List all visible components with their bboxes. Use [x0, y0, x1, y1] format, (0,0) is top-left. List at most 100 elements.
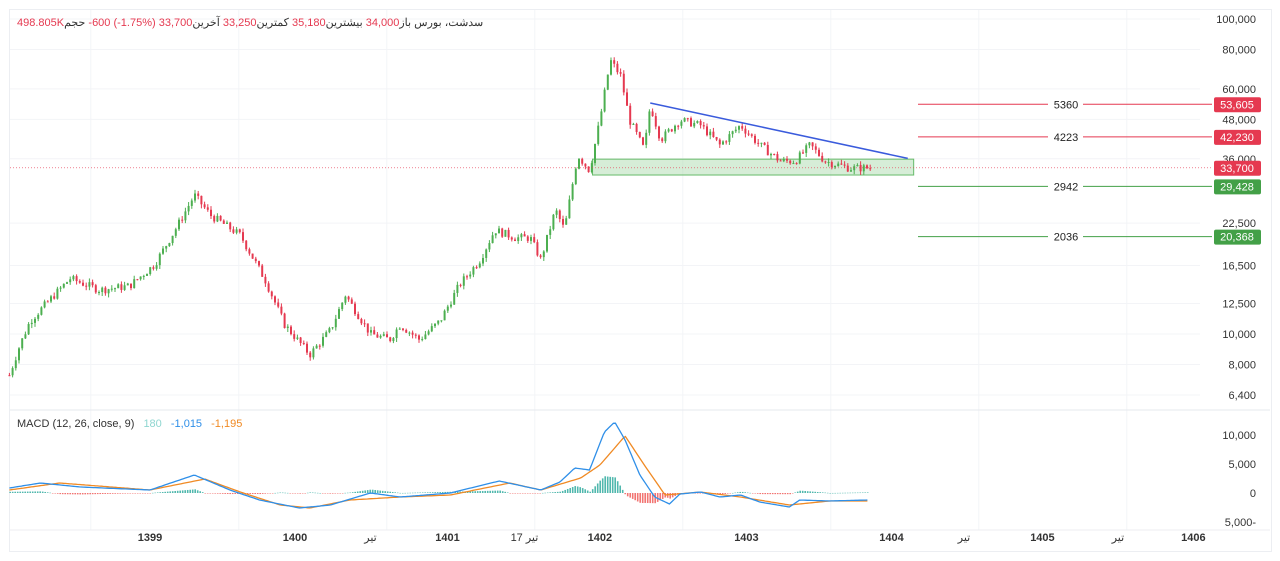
candles [8, 57, 872, 378]
candle-body [667, 129, 670, 132]
candle-body [504, 229, 507, 237]
candle-body [405, 329, 408, 333]
candle-body [94, 285, 97, 293]
candle-body [53, 296, 56, 299]
candle-body [318, 345, 321, 347]
candle-body [69, 279, 72, 283]
time-axis-tick: 1399 [138, 532, 162, 544]
candle-body [456, 284, 459, 293]
candle-body [299, 337, 302, 343]
candle-body [440, 320, 443, 322]
macd-hist-bar [654, 493, 656, 504]
macd-hist-bar [246, 493, 249, 494]
candle-body [139, 276, 142, 280]
macd-axis-tick: 0 [1250, 488, 1256, 500]
macd-hist-bar [396, 492, 399, 494]
macd-hist-bar [109, 493, 111, 494]
level-note: 4223 [1054, 132, 1078, 144]
candle-body [296, 337, 299, 339]
macd-hist-bar [429, 492, 431, 493]
level-price-label: 29,428 [1220, 181, 1254, 193]
candle-body [290, 326, 292, 335]
macd-hist-bar [56, 493, 59, 494]
price-axis-tick: 16,500 [1222, 260, 1256, 272]
macd-hist-bar [796, 491, 799, 493]
macd-hist-bar [436, 492, 439, 493]
price-axis-tick: 60,000 [1222, 84, 1256, 96]
candle-body [107, 289, 110, 294]
macd-hist-bar [26, 491, 29, 493]
macd-hist-bar [754, 493, 756, 494]
macd-hist-bar [176, 490, 179, 493]
last-label: آخرین [192, 17, 220, 29]
macd-hist-bar [589, 491, 591, 493]
candle-body [264, 276, 267, 284]
level-price-badge [1214, 179, 1261, 195]
candle-body [203, 204, 206, 208]
candle-body [357, 314, 360, 320]
macd-hist-bar [494, 490, 496, 493]
candle-body [773, 153, 776, 155]
macd-hist-bar [324, 493, 326, 494]
candle-body [670, 129, 673, 132]
macd-hist-bar [254, 493, 256, 495]
candle-body [120, 284, 123, 290]
candle-body [696, 121, 699, 123]
candle-body [75, 276, 78, 282]
macd-axis-tick: 10,000 [1222, 430, 1256, 442]
chart-container[interactable] [9, 9, 1272, 552]
high-label: بیشترین [325, 17, 363, 29]
time-axis-tick: تیر [363, 532, 376, 544]
macd-hist-bar [259, 493, 261, 495]
macd-hist-bar [344, 492, 346, 494]
macd-hist-bar [21, 491, 24, 493]
candle-body [56, 288, 59, 299]
macd-hist-bar [131, 493, 134, 494]
macd-hist-bar [14, 491, 16, 493]
candle-body [658, 126, 660, 139]
macd-title: MACD (12, 26, close, 9) [17, 418, 135, 430]
candle-body [446, 306, 449, 311]
macd-hist-bar [669, 493, 671, 499]
macd-hist-bar [861, 492, 864, 494]
level-note: 2036 [1054, 232, 1078, 244]
macd-hist-bar [499, 490, 501, 493]
candle-body [213, 216, 216, 222]
candle-body [114, 288, 116, 290]
macd-hist-bar [739, 491, 741, 493]
candle-body [251, 253, 254, 259]
macd-legend[interactable]: MACD (12, 26, close, 9) 180 -1,015 -1,19… [17, 418, 242, 430]
macd-hist-bar [559, 491, 561, 493]
macd-hist-bar [326, 493, 329, 494]
macd-hist-bar [656, 493, 659, 502]
macd-hist-bar [76, 493, 79, 495]
macd-hist-bar [611, 477, 614, 493]
macd-hist-bar [639, 493, 641, 503]
candle-body [792, 163, 795, 165]
macd-hist-bar [409, 492, 411, 494]
macd-hist-bar [384, 491, 386, 493]
candle-body [574, 168, 577, 185]
candle-body [501, 228, 504, 237]
macd-hist-bar [511, 493, 514, 494]
macd-hist-bar [279, 492, 281, 494]
macd-hist-bar [619, 485, 621, 493]
macd-hist-bar [546, 492, 549, 494]
macd-hist-bar [741, 491, 744, 493]
macd-hist-bar [851, 492, 854, 494]
level-note: 2942 [1054, 181, 1078, 193]
candle-body [43, 301, 46, 308]
candle-body [312, 348, 315, 358]
macd-hist-bar [51, 493, 54, 494]
candle-body [245, 240, 248, 250]
macd-hist-bar [469, 491, 471, 493]
time-axis-tick: 1405 [1030, 532, 1054, 544]
macd-hist-bar [351, 492, 354, 493]
candle-body [162, 248, 164, 254]
macd-hist-bar [496, 490, 499, 493]
level-price-badge [1214, 129, 1261, 145]
macd-hist-bar [764, 493, 766, 495]
macd-hist-bar [756, 493, 759, 494]
macd-hist-bar [721, 493, 724, 495]
